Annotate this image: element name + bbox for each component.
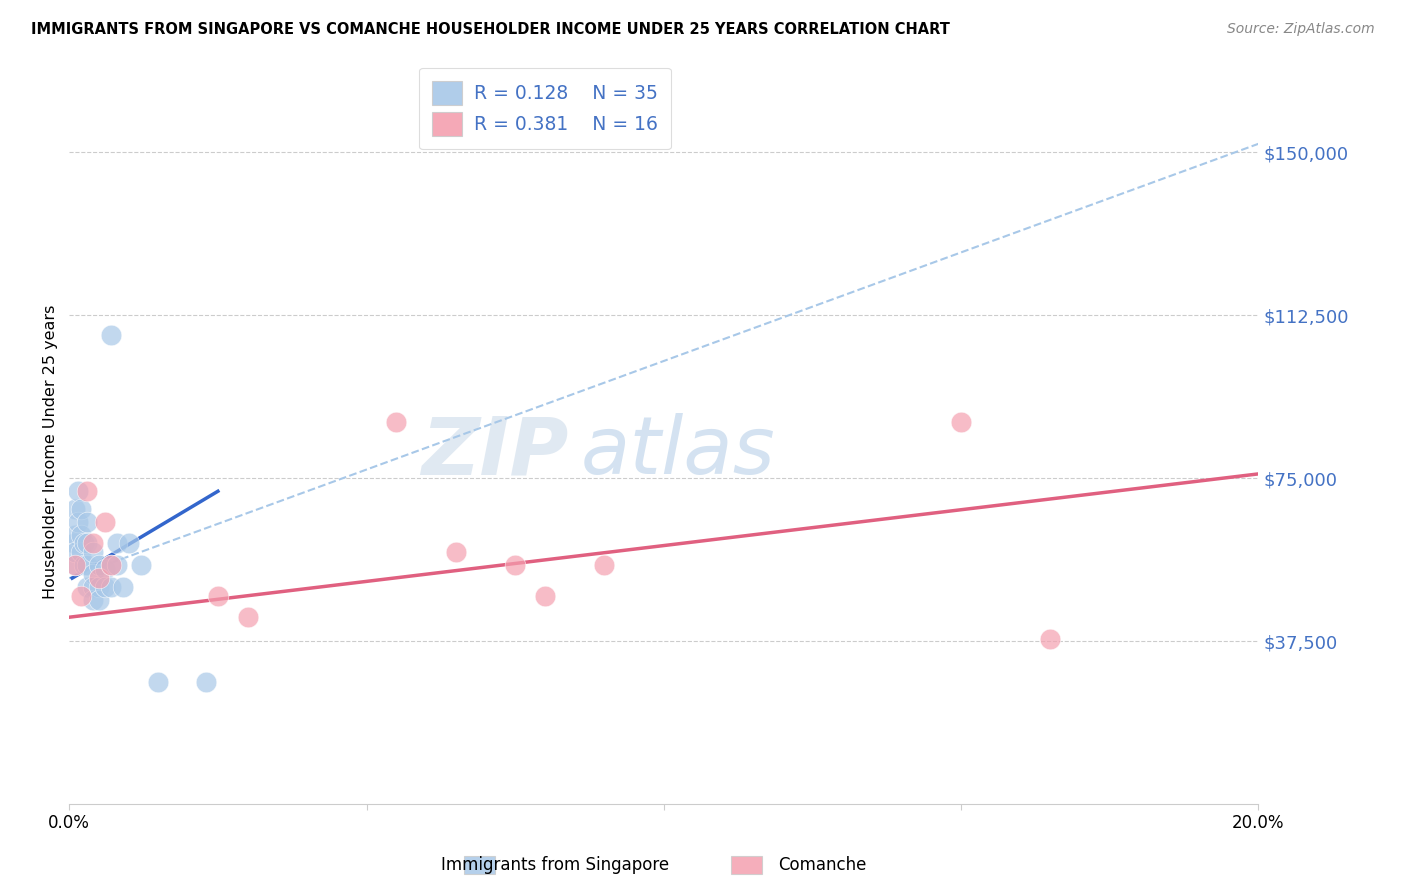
Point xyxy=(63,527,86,541)
Point xyxy=(94,562,117,576)
Point xyxy=(63,558,86,573)
Point xyxy=(67,515,90,529)
Point xyxy=(94,515,117,529)
Point xyxy=(87,580,110,594)
Point xyxy=(100,558,122,573)
Text: atlas: atlas xyxy=(581,413,775,491)
Point xyxy=(63,501,86,516)
Point xyxy=(534,589,557,603)
Point xyxy=(444,545,467,559)
Point xyxy=(129,558,152,573)
Point xyxy=(63,558,86,573)
Point xyxy=(70,501,93,516)
Text: Immigrants from Singapore: Immigrants from Singapore xyxy=(441,855,669,873)
Point xyxy=(82,545,104,559)
Point xyxy=(76,558,98,573)
Text: ZIP: ZIP xyxy=(422,413,568,491)
Point xyxy=(1039,632,1062,646)
Point xyxy=(503,558,526,573)
Point xyxy=(118,536,141,550)
Point xyxy=(100,558,122,573)
Point xyxy=(82,592,104,607)
Point xyxy=(87,571,110,585)
Point xyxy=(73,536,96,550)
Point xyxy=(105,558,128,573)
Point xyxy=(100,327,122,342)
Point xyxy=(148,675,170,690)
Text: IMMIGRANTS FROM SINGAPORE VS COMANCHE HOUSEHOLDER INCOME UNDER 25 YEARS CORRELAT: IMMIGRANTS FROM SINGAPORE VS COMANCHE HO… xyxy=(31,22,950,37)
Point xyxy=(111,580,134,594)
Text: Source: ZipAtlas.com: Source: ZipAtlas.com xyxy=(1227,22,1375,37)
Text: Comanche: Comanche xyxy=(779,855,866,873)
Point xyxy=(70,545,93,559)
Point xyxy=(94,580,117,594)
Point xyxy=(63,536,86,550)
Point xyxy=(87,592,110,607)
Point xyxy=(76,484,98,499)
Point xyxy=(63,545,86,559)
Point xyxy=(76,580,98,594)
Point xyxy=(236,610,259,624)
Point xyxy=(195,675,218,690)
Point xyxy=(70,527,93,541)
Point xyxy=(385,415,408,429)
Point xyxy=(76,536,98,550)
Legend: R = 0.128    N = 35, R = 0.381    N = 16: R = 0.128 N = 35, R = 0.381 N = 16 xyxy=(419,68,671,150)
Point xyxy=(82,566,104,581)
Point xyxy=(100,580,122,594)
Point xyxy=(593,558,616,573)
Point xyxy=(76,515,98,529)
Point xyxy=(87,558,110,573)
Point xyxy=(82,580,104,594)
Point xyxy=(207,589,229,603)
Point xyxy=(73,558,96,573)
Point xyxy=(67,484,90,499)
Point xyxy=(105,536,128,550)
Point xyxy=(82,536,104,550)
Point xyxy=(950,415,973,429)
Point xyxy=(70,589,93,603)
Y-axis label: Householder Income Under 25 years: Householder Income Under 25 years xyxy=(44,305,58,599)
